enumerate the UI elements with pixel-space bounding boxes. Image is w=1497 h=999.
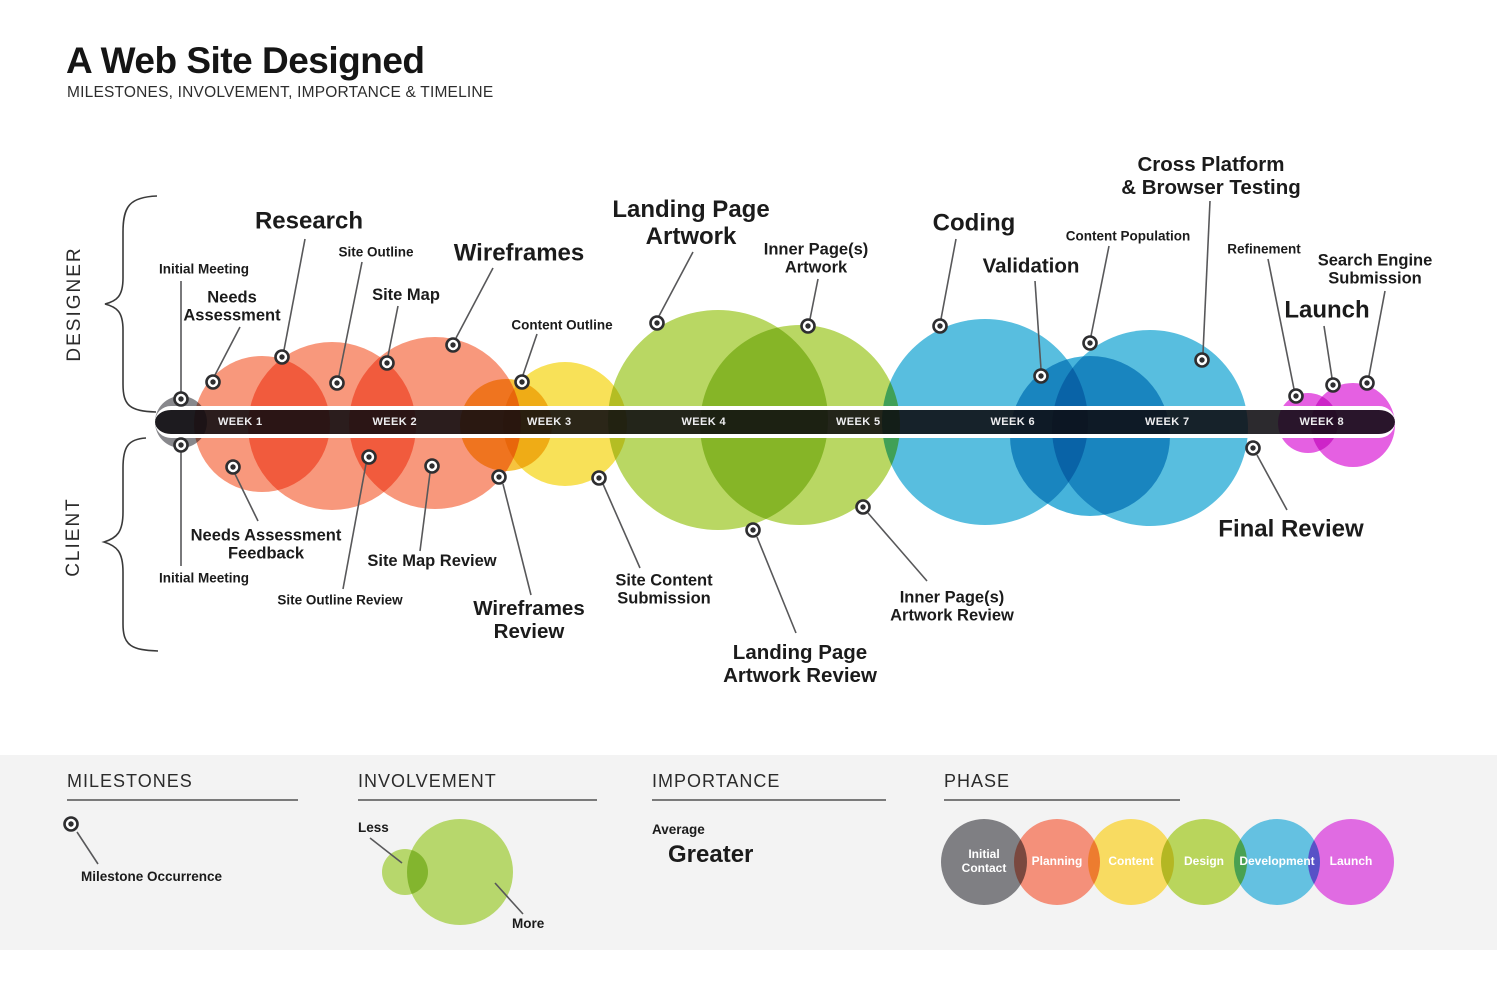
phase-legend-label-design: Design [1183,854,1225,869]
milestone-label-designer-validation: Validation [982,254,1080,278]
legend-importance-average-label: Average [652,822,705,837]
phase-legend-label-content: Content [1108,854,1154,869]
page-subtitle: MILESTONES, INVOLVEMENT, IMPORTANCE & TI… [67,84,494,101]
legend-header-importance: IMPORTANCE [652,771,886,801]
page-title: A Web Site Designed [66,40,425,81]
milestone-label-designer-cross-platform-browser-testing: Cross Platform & Browser Testing [1121,153,1301,199]
milestone-label-designer-search-engine-submission: Search Engine Submission [1317,251,1433,288]
legend-header-phase: PHASE [944,771,1180,801]
milestone-label-client-inner-page-s-artwork-review: Inner Page(s) Artwork Review [890,588,1014,625]
milestone-label-client-site-map-review: Site Map Review [367,551,497,570]
milestone-label-client-landing-page-artwork-review: Landing Page Artwork Review [723,641,877,687]
milestone-label-designer-site-outline: Site Outline [338,244,414,260]
milestone-label-client-final-review: Final Review [1218,515,1364,543]
legend-importance-greater-label: Greater [668,841,754,868]
milestone-label-designer-inner-page-s-artwork: Inner Page(s) Artwork [763,240,869,277]
milestone-label-designer-research: Research [254,207,364,235]
milestone-label-designer-site-map: Site Map [372,285,440,304]
phase-legend-label-launch: Launch [1329,854,1373,869]
legend-milestone-occurrence-label: Milestone Occurrence [81,869,223,884]
milestone-label-designer-landing-page-artwork: Landing Page Artwork [612,196,770,250]
milestone-label-client-site-outline-review: Site Outline Review [277,592,403,608]
milestone-label-designer-needs-assessment: Needs Assessment [183,288,281,325]
milestone-label-designer-coding: Coding [932,209,1016,237]
milestone-label-client-site-content-submission: Site Content Submission [615,571,713,608]
milestone-label-designer-content-population: Content Population [1065,228,1191,244]
milestone-label-client-wireframes-review: Wireframes Review [473,597,585,643]
milestone-label-client-initial-meeting: Initial Meeting [158,570,250,586]
milestone-label-client-needs-assessment-feedback: Needs Assessment Feedback [190,526,342,563]
phase-legend-label-planning: Planning [1031,854,1083,869]
phase-legend-label-development: Development [1239,854,1315,869]
milestone-label-designer-content-outline: Content Outline [511,317,613,333]
milestone-label-designer-initial-meeting: Initial Meeting [158,261,250,277]
legend-header-involvement: INVOLVEMENT [358,771,597,801]
milestone-label-designer-refinement: Refinement [1227,241,1301,257]
legend-involvement-more-label: More [512,916,545,931]
milestone-label-designer-launch: Launch [1284,296,1370,324]
legend-header-milestones: MILESTONES [67,771,298,801]
milestone-label-designer-wireframes: Wireframes [453,239,585,267]
phase-legend-label-initial-contact: Initial Contact [961,847,1007,875]
legend-involvement-less-label: Less [358,820,389,835]
